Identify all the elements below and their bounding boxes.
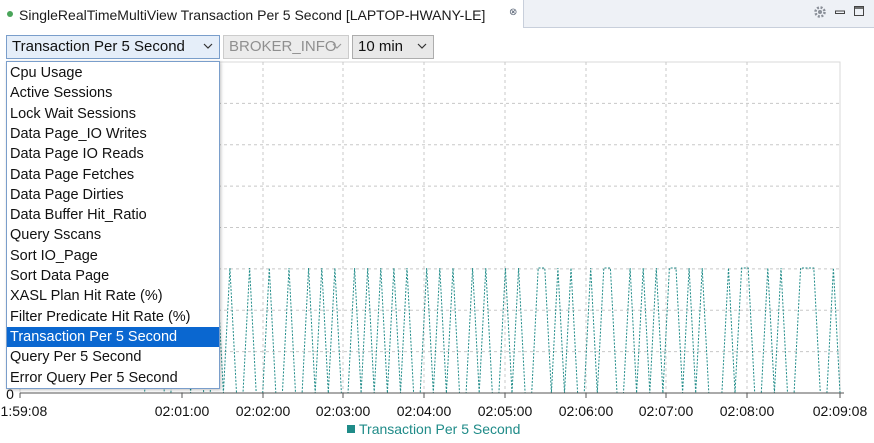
broker-combo-value: BROKER_INFO (229, 38, 337, 55)
view-tab-strip: SingleRealTimeMultiView Transaction Per … (0, 0, 874, 28)
x-tick-label: 02:01:00 (155, 403, 210, 419)
chevron-down-icon (203, 43, 213, 49)
dropdown-item[interactable]: Query Per 5 Second (10, 349, 142, 366)
dropdown-item[interactable]: Cpu Usage (10, 65, 83, 81)
dropdown-item[interactable]: Data Page_IO Writes (10, 125, 147, 142)
x-tick-label: 02:07:00 (639, 403, 694, 419)
tab-close-icon[interactable]: ⊗ (509, 7, 518, 18)
maximize-icon[interactable] (853, 5, 865, 17)
x-tick-label: 01:59:08 (0, 403, 47, 419)
chart-series (20, 267, 841, 394)
dropdown-item[interactable]: Error Query Per 5 Second (10, 369, 178, 386)
x-tick-label: 02:02:00 (236, 403, 291, 419)
chevron-down-icon (417, 43, 427, 49)
dropdown-item[interactable]: Active Sessions (10, 85, 113, 102)
series-line (20, 267, 841, 394)
dropdown-item[interactable]: Filter Predicate Hit Rate (%) (10, 308, 191, 325)
dropdown-item[interactable]: Transaction Per 5 Second (7, 326, 219, 347)
view-tab-title: SingleRealTimeMultiView Transaction Per … (19, 7, 486, 23)
metric-combo-value: Transaction Per 5 Second (12, 38, 185, 55)
legend-marker (347, 425, 355, 433)
dropdown-item[interactable]: Query Sscans (10, 227, 102, 244)
dropdown-item[interactable]: Data Buffer Hit_Ratio (10, 207, 147, 224)
gear-icon[interactable] (812, 4, 828, 20)
dropdown-item[interactable]: Data Page Fetches (10, 166, 135, 183)
time-range-value: 10 min (358, 38, 404, 55)
broker-combo[interactable]: BROKER_INFO (223, 35, 349, 59)
x-tick-label: 02:06:00 (559, 403, 614, 419)
x-tick-label: 02:04:00 (397, 403, 452, 419)
dropdown-item[interactable]: Sort IO_Page (10, 247, 98, 264)
metric-dropdown-list[interactable]: Cpu Usage Active Sessions Lock Wait Sessio… (6, 61, 220, 389)
legend-label: Transaction Per 5 Second (359, 421, 521, 437)
dropdown-item[interactable]: XASL Plan Hit Rate (%) (10, 288, 163, 305)
chevron-down-icon (332, 43, 342, 49)
y-tick-label: 0 (6, 386, 14, 402)
x-tick-label: 02:03:00 (316, 403, 371, 419)
dropdown-item[interactable]: Data Page Dirties (10, 186, 124, 203)
x-tick-label: 02:09:08 (813, 403, 868, 419)
minimize-icon[interactable] (834, 6, 846, 18)
chart-axes: 01:59:08 02:01:00 02:02:00 02:03:00 02:04:00… (0, 386, 867, 419)
dropdown-item[interactable]: Lock Wait Sessions (10, 105, 136, 122)
x-tick-label: 02:05:00 (478, 403, 533, 419)
time-range-combo[interactable]: 10 min (352, 35, 434, 59)
dropdown-item[interactable]: Sort Data Page (10, 268, 110, 284)
view-status-icon (7, 11, 13, 17)
view-tab[interactable]: SingleRealTimeMultiView Transaction Per … (0, 0, 524, 28)
chart-legend: Transaction Per 5 Second (347, 421, 520, 437)
dropdown-item[interactable]: Data Page IO Reads (10, 146, 144, 163)
metric-combo[interactable]: Transaction Per 5 Second (6, 35, 220, 59)
x-tick-label: 02:08:00 (720, 403, 775, 419)
